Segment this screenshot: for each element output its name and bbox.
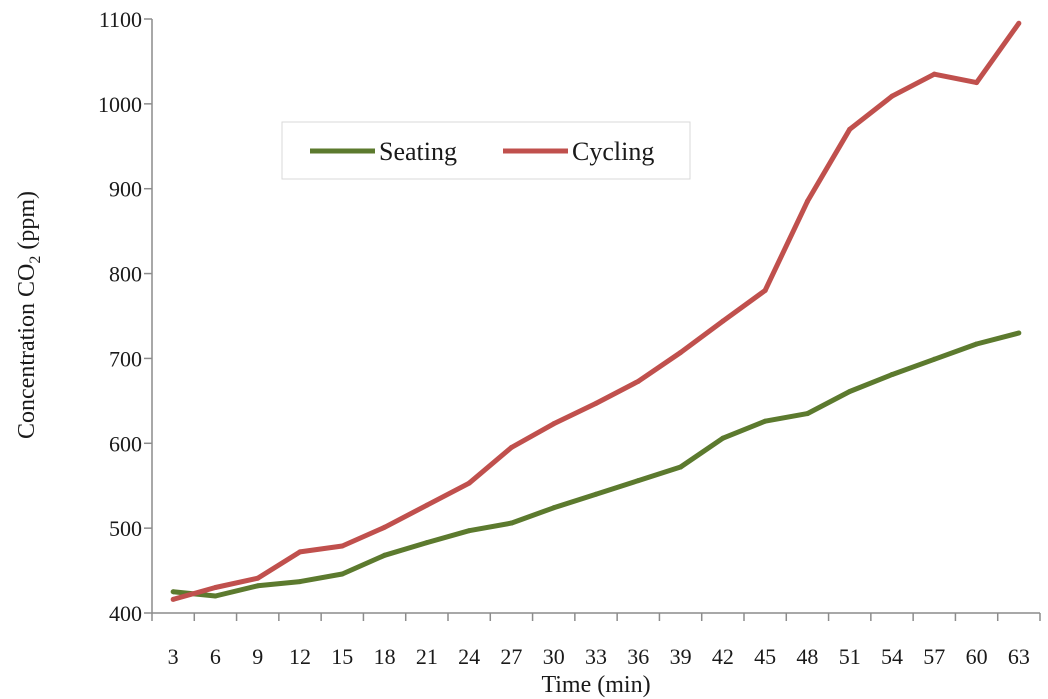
x-tick-label: 57 [923,644,945,669]
data-point-cycling [974,80,980,86]
x-tick-label: 18 [374,644,396,669]
data-point-seating [847,389,853,395]
data-point-cycling [804,198,810,204]
x-tick-label: 3 [168,644,179,669]
data-point-seating [1016,330,1022,336]
data-point-seating [593,491,599,497]
x-tick-label: 12 [289,644,311,669]
data-point-cycling [762,288,768,294]
data-point-seating [255,583,261,589]
data-point-cycling [593,400,599,406]
data-point-seating [212,593,218,599]
y-tick-label: 600 [109,431,142,456]
y-tick-label: 700 [109,346,142,371]
data-point-seating [931,356,937,362]
data-point-cycling [170,596,176,602]
data-point-seating [297,579,303,585]
x-axis: 3 6 9 12 15 18 21 24 27 30 33 36 39 42 45 48 51 54 57 60 63 [151,612,1041,669]
x-tick-label: 9 [252,644,263,669]
data-point-cycling [720,318,726,324]
data-point-seating [382,552,388,558]
y-axis-title-main: Concentration CO [14,264,40,439]
data-point-seating [466,528,472,534]
data-point-cycling [424,502,430,508]
y-tick-label: 800 [109,262,142,287]
y-tick-label: 1100 [99,7,142,32]
x-tick-label: 15 [331,644,353,669]
data-point-cycling [889,93,895,99]
data-point-cycling [382,524,388,530]
data-point-seating [762,418,768,424]
data-point-seating [508,520,514,526]
x-tick-label: 60 [966,644,988,669]
y-axis-title: Concentration CO2 (ppm) [14,191,44,439]
x-axis-title: Time (min) [541,672,650,698]
data-point-seating [974,341,980,347]
x-tick-label: 21 [416,644,438,669]
x-tick-label: 54 [881,644,903,669]
x-tick-label: 33 [585,644,607,669]
legend: Seating Cycling [281,121,691,180]
x-tick-label: 30 [543,644,565,669]
x-tick-label: 63 [1008,644,1030,669]
data-point-seating [889,372,895,378]
x-tick-label: 24 [458,644,480,669]
y-axis-title-subscript: 2 [27,256,44,264]
data-point-cycling [635,378,641,384]
data-point-seating [424,540,430,546]
y-axis: 400 500 600 700 800 900 1000 1100 [98,7,153,626]
data-point-cycling [466,480,472,486]
data-point-seating [635,478,641,484]
data-point-cycling [212,585,218,591]
x-tick-label: 51 [839,644,861,669]
data-point-seating [170,589,176,595]
legend-label-seating: Seating [379,137,457,166]
data-point-seating [339,571,345,577]
data-point-cycling [508,445,514,451]
y-tick-label: 400 [109,601,142,626]
data-point-cycling [847,126,853,132]
data-point-seating [804,411,810,417]
series-line-cycling [172,21,1021,602]
x-tick-label: 39 [670,644,692,669]
data-point-cycling [931,71,937,77]
y-tick-label: 500 [109,516,142,541]
y-tick-label: 1000 [98,92,142,117]
data-point-cycling [551,421,557,427]
y-tick-label: 900 [109,177,142,202]
x-tick-label: 48 [796,644,818,669]
x-tick-label: 27 [500,644,522,669]
x-tick-label: 42 [712,644,734,669]
series-layer [170,20,1022,602]
data-point-cycling [678,349,684,355]
x-tick-label: 36 [627,644,649,669]
legend-label-cycling: Cycling [572,137,654,166]
x-tick-label: 45 [754,644,776,669]
data-point-cycling [297,549,303,555]
x-tick-label: 6 [210,644,221,669]
data-point-seating [720,435,726,441]
y-axis-title-unit: (ppm) [14,191,40,256]
data-point-cycling [339,543,345,549]
data-point-cycling [255,575,261,581]
data-point-seating [551,505,557,511]
data-point-seating [678,464,684,470]
data-point-cycling [1016,20,1022,26]
